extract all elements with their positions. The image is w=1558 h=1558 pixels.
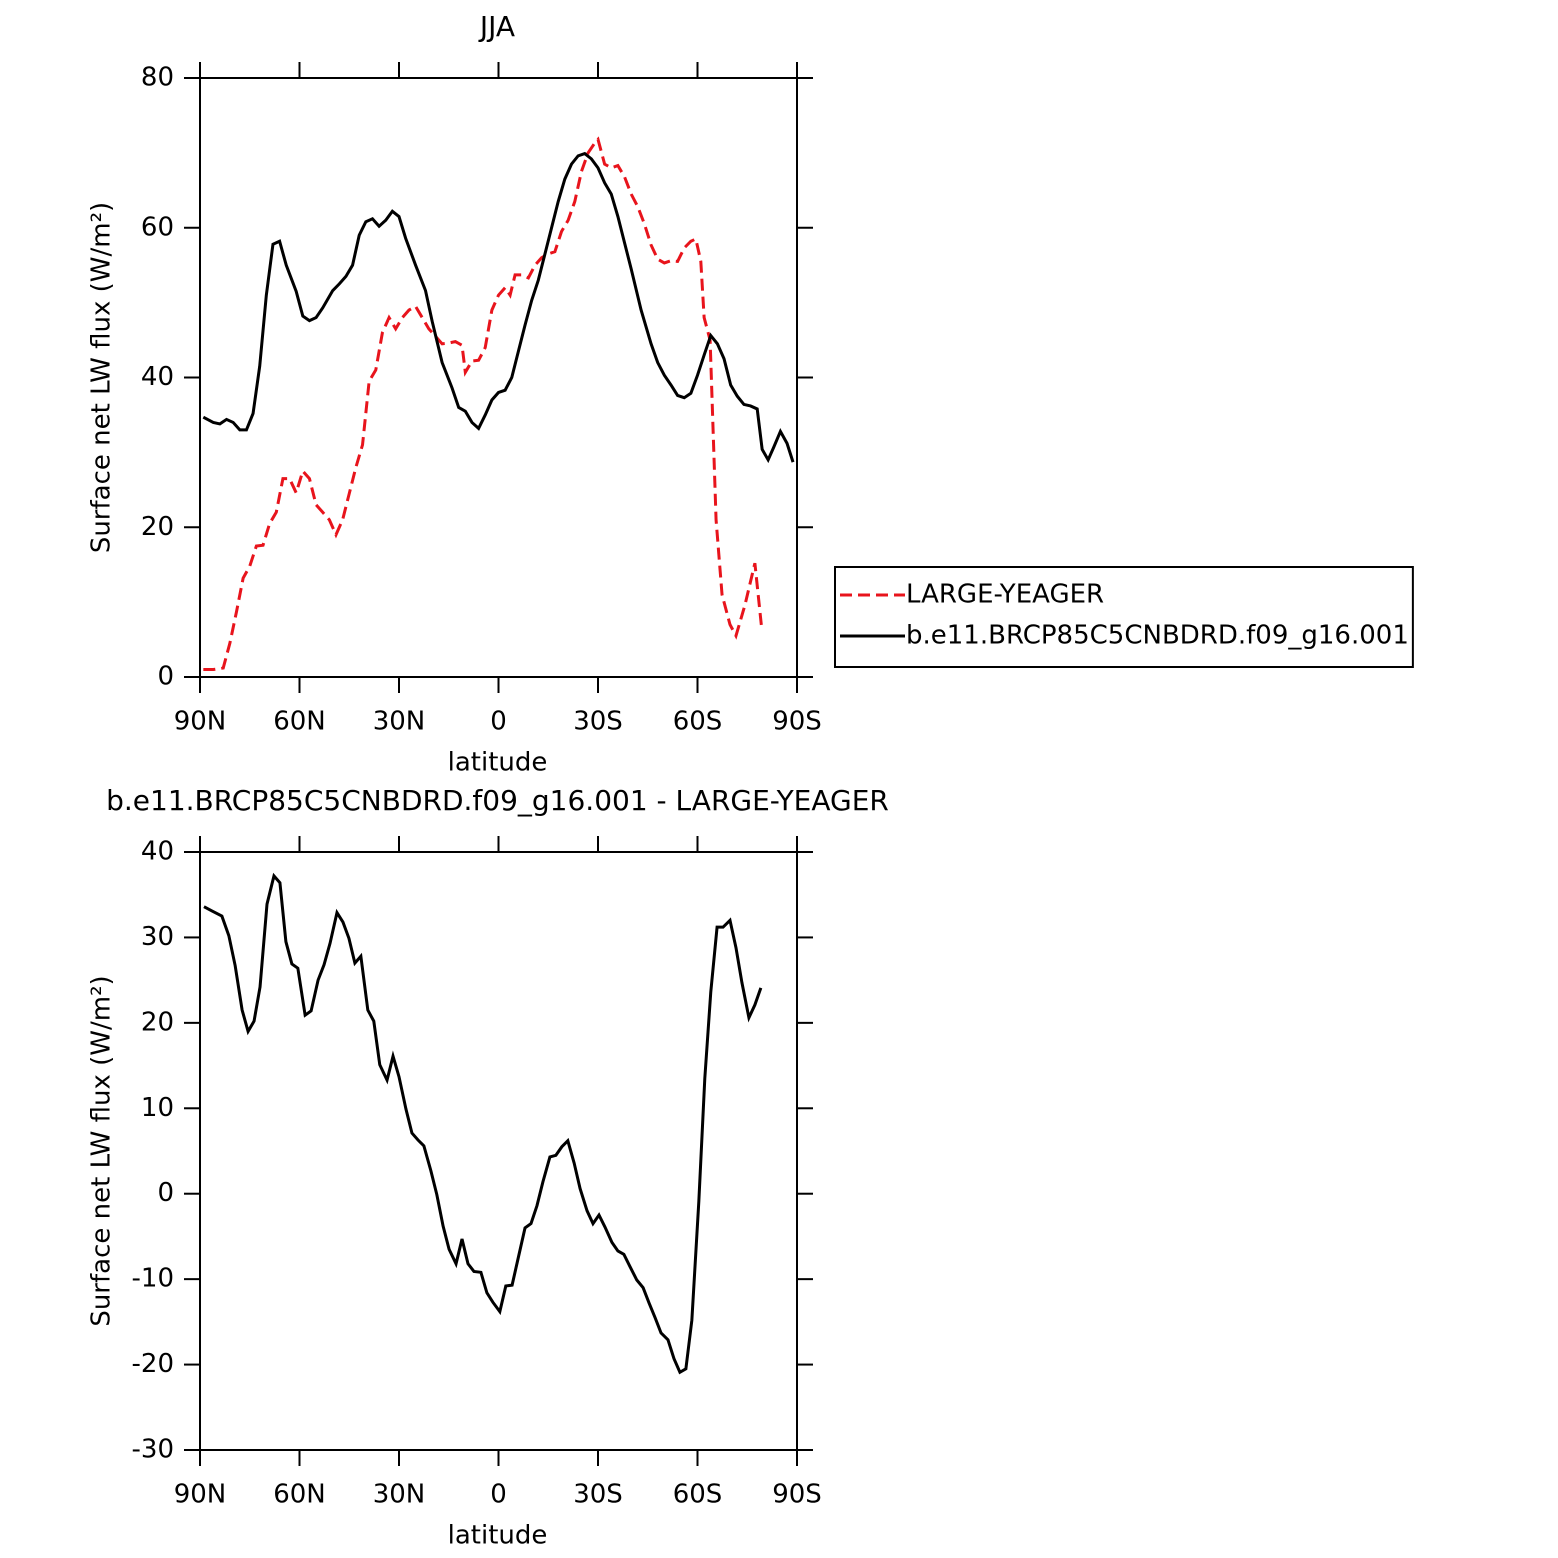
x-tick-label: 60N (273, 707, 326, 737)
y-tick-label: -30 (132, 1435, 174, 1465)
y-axis-title: Surface net LW flux (W/m²) (87, 975, 117, 1326)
y-tick-label: 40 (141, 362, 174, 392)
x-tick-label: 90N (174, 1480, 227, 1510)
x-tick-label: 0 (490, 1480, 507, 1510)
legend-label: b.e11.BRCP85C5CNBDRD.f09_g16.001 (906, 621, 1409, 651)
chart-title: b.e11.BRCP85C5CNBDRD.f09_g16.001 - LARGE… (106, 784, 889, 817)
x-tick-label: 30S (573, 1480, 623, 1510)
y-tick-label: -10 (132, 1264, 174, 1294)
x-tick-label: 60S (673, 707, 723, 737)
legend-label: LARGE-YEAGER (906, 580, 1104, 610)
x-tick-label: 0 (490, 707, 507, 737)
y-tick-label: 40 (141, 837, 174, 867)
y-tick-label: 10 (141, 1093, 174, 1123)
x-tick-label: 30N (373, 1480, 426, 1510)
x-tick-label: 60S (673, 1480, 723, 1510)
y-tick-label: 20 (141, 512, 174, 542)
y-tick-label: 0 (157, 1178, 174, 1208)
x-axis-title: latitude (448, 1521, 548, 1551)
legend-frame (834, 566, 1414, 668)
y-tick-label: 60 (141, 212, 174, 242)
x-axis-title: latitude (448, 748, 548, 778)
data-line (203, 872, 763, 1375)
chart-title: JJA (478, 10, 515, 43)
y-tick-label: 30 (141, 922, 174, 952)
y-tick-label: -20 (132, 1349, 174, 1379)
x-tick-label: 90S (772, 1480, 822, 1510)
y-tick-label: 20 (141, 1007, 174, 1037)
x-tick-label: 30S (573, 707, 623, 737)
y-tick-label: 0 (157, 662, 174, 692)
data-line (203, 136, 764, 672)
y-tick-label: 80 (141, 63, 174, 93)
x-tick-label: 90S (772, 707, 822, 737)
x-tick-label: 30N (373, 707, 426, 737)
y-axis-title: Surface net LW flux (W/m²) (87, 202, 117, 553)
legend: LARGE-YEAGER b.e11.BRCP85C5CNBDRD.f09_g16… (834, 566, 1414, 668)
plot-frame (199, 77, 798, 678)
plot-frame (199, 851, 798, 1451)
x-tick-label: 60N (273, 1480, 326, 1510)
data-line (202, 151, 795, 464)
x-tick-label: 90N (174, 707, 227, 737)
